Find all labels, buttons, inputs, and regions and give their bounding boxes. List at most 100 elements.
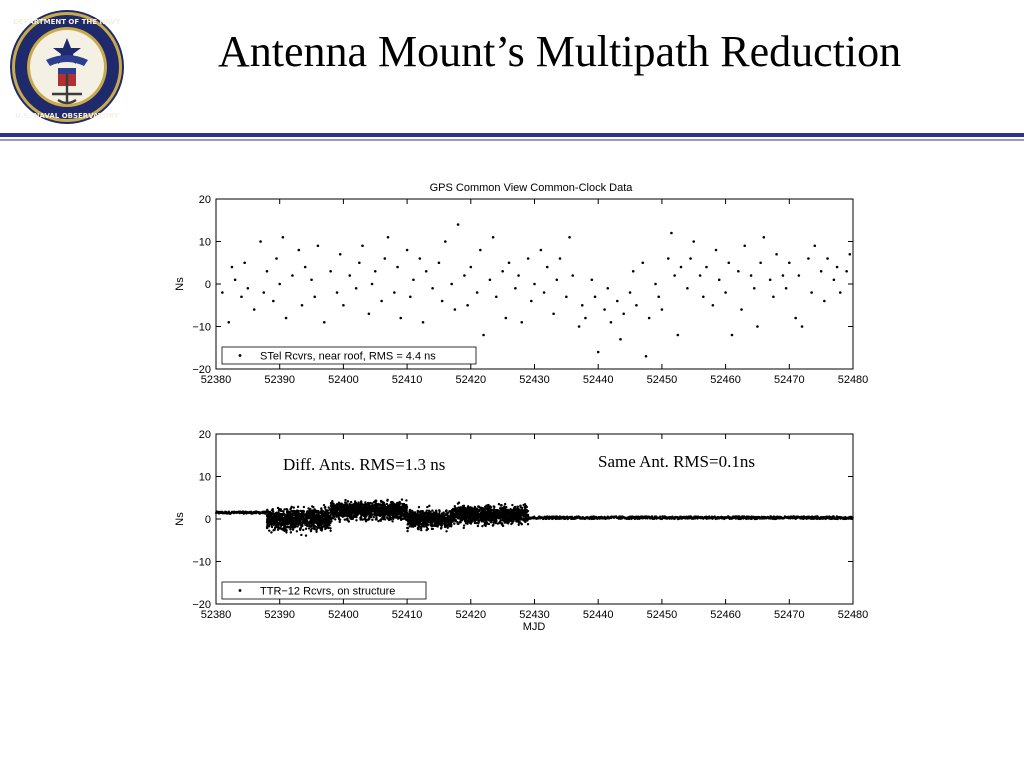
chart2-data-point: [444, 523, 448, 527]
chart2-data-point: [460, 506, 464, 510]
chart1-data-point: [243, 261, 246, 265]
chart2-data-point: [517, 523, 520, 527]
chart2-data-point: [307, 507, 310, 510]
chart1-legend-marker: [238, 354, 242, 357]
chart2-data-point: [434, 512, 438, 515]
chart2-ytick-label: −20: [192, 599, 211, 611]
chart2-data-point: [275, 516, 278, 520]
chart2-data-point: [453, 522, 456, 525]
chart2-data-point: [329, 521, 332, 525]
chart2-data-point: [361, 512, 364, 516]
chart2-data-point: [441, 522, 444, 525]
chart2-data-point: [387, 514, 390, 517]
chart2-data-point: [492, 521, 495, 524]
chart2-data-point: [360, 503, 364, 506]
chart1-legend-label: STel Rcvrs, near roof, RMS = 4.4 ns: [260, 351, 436, 363]
chart2-data-point: [310, 516, 313, 519]
chart2-data-point: [316, 526, 319, 530]
chart2-data-point: [396, 501, 399, 505]
chart2-data-point: [304, 527, 308, 530]
chart2-data-point: [431, 512, 435, 515]
chart2-data-point: [326, 509, 330, 512]
chart2-data-point: [285, 513, 289, 516]
chart1-data-point: [396, 265, 399, 269]
chart2-data-point: [310, 522, 313, 526]
chart1-data-point: [705, 265, 708, 269]
chart2-data-point: [481, 507, 484, 510]
chart1-data-point: [259, 240, 262, 243]
chart2-data-point: [516, 512, 519, 515]
chart2-data-point: [397, 503, 400, 506]
chart2-data-point: [380, 518, 383, 521]
chart2-data-point: [347, 507, 350, 511]
chart1-y-axis-label: Ns: [174, 277, 186, 291]
chart2-data-point: [327, 516, 331, 519]
chart1-data-point: [358, 261, 361, 265]
chart2-data-point: [374, 505, 377, 509]
chart1-data-point: [756, 325, 759, 328]
chart1-data-point: [533, 282, 536, 286]
chart2-ytick-label: 10: [199, 472, 211, 484]
chart2-data-point: [462, 526, 465, 530]
chart2-data-point: [302, 515, 305, 518]
chart2-data-point: [423, 525, 426, 528]
chart1-data-point: [370, 282, 374, 286]
chart2-data-point: [350, 509, 354, 512]
chart2-data-point: [383, 518, 387, 521]
chart1-data-point: [838, 291, 842, 294]
chart2-data-point: [393, 514, 396, 517]
chart2-data-point: [405, 499, 408, 502]
chart2-data-point: [279, 520, 282, 523]
chart2-data-point: [455, 513, 459, 516]
chart1-data-point: [606, 286, 610, 290]
chart1-data-point: [393, 291, 396, 294]
chart2-data-point: [311, 510, 314, 513]
chart2-data-point: [269, 510, 272, 514]
chart2-data-point: [283, 515, 287, 519]
chart1-data-point: [466, 303, 469, 307]
chart2-data-point: [405, 511, 409, 514]
chart1-data-point: [456, 223, 460, 226]
chart2-data-point: [334, 505, 337, 509]
chart2-data-point: [457, 516, 461, 519]
chart1-data-point: [348, 274, 352, 277]
chart1-xtick-label: 52450: [647, 374, 678, 386]
chart2-data-point: [266, 516, 269, 520]
chart1-data-point: [300, 303, 304, 307]
chart2-data-point: [374, 500, 377, 504]
chart2-data-point: [322, 512, 325, 515]
chart1-data-point: [689, 257, 692, 260]
chart2-data-point: [282, 529, 285, 532]
chart1-data-point: [555, 278, 559, 282]
chart2-data-point: [395, 511, 398, 515]
chart2-data-point: [464, 514, 467, 518]
chart2-data-point: [286, 510, 289, 514]
chart1-data-point: [444, 240, 447, 243]
chart2-data-point: [338, 505, 341, 509]
chart2-data-point: [353, 502, 357, 506]
chart2-data-point: [427, 512, 430, 515]
chart2-data-point: [284, 519, 287, 523]
chart2-data-point: [510, 512, 513, 515]
chart1-data-point: [609, 320, 613, 324]
chart2-data-point: [459, 510, 462, 513]
chart1-ytick-label: −20: [192, 364, 211, 376]
chart2-data-point: [377, 519, 380, 523]
chart1-data-point: [616, 299, 619, 303]
chart-stel-near-roof: GPS Common View Common-Clock Data Ns 201…: [174, 182, 868, 386]
chart1-data-point: [469, 265, 473, 269]
chart2-data-point: [332, 502, 335, 506]
chart2-data-point: [379, 507, 383, 510]
chart2-data-point: [333, 513, 336, 516]
chart2-data-point: [386, 509, 389, 512]
chart1-data-point: [740, 308, 743, 311]
chart2-data-point: [500, 511, 503, 514]
chart2-data-point: [322, 521, 326, 524]
chart1-data-point: [711, 303, 715, 307]
chart2-data-point: [285, 521, 289, 524]
chart2-data-point: [391, 520, 394, 523]
chart2-data-point: [422, 519, 425, 522]
chart1-data-point: [482, 333, 485, 337]
chart2-data-point: [346, 514, 350, 517]
chart2-data-point: [344, 518, 348, 521]
